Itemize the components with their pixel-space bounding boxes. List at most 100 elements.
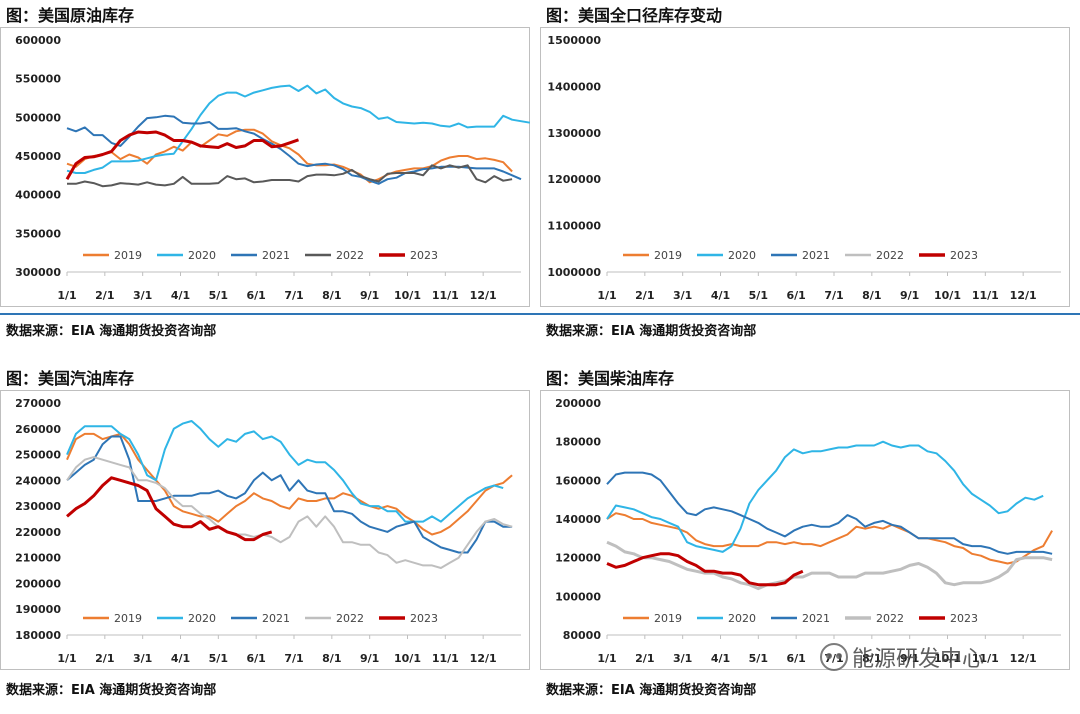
series-line-2022 xyxy=(67,164,513,188)
legend-label-2023: 2023 xyxy=(410,612,438,625)
y-tick-label: 180000 xyxy=(15,629,61,642)
series-line-2021 xyxy=(606,471,1053,555)
x-tick-label: 10/1 xyxy=(934,652,961,665)
chart-title: 图：美国全口径库存变动 xyxy=(546,6,723,25)
x-tick-label: 10/1 xyxy=(934,289,961,302)
series-line-2020 xyxy=(66,84,531,174)
x-tick-label: 3/1 xyxy=(133,652,152,665)
chart-area: 80000 100000 120000 140000 160000 180000 20000… xyxy=(540,390,1070,670)
x-tick-label: 8/1 xyxy=(322,652,341,665)
x-tick-label: 6/1 xyxy=(787,652,806,665)
x-tick-label: 4/1 xyxy=(711,652,730,665)
line-chart: 300000 350000 400000 450000 500000 550000 6000… xyxy=(15,34,531,302)
watermark-text: 能源研发中心 xyxy=(852,647,985,672)
separator-line xyxy=(0,313,540,315)
y-tick-label: 1100000 xyxy=(547,220,601,233)
y-tick-label: 550000 xyxy=(15,73,61,86)
x-tick-label: 12/1 xyxy=(1010,652,1037,665)
data-source: 数据来源：EIA 海通期货投资咨询部 xyxy=(6,683,217,698)
series-line-2023 xyxy=(606,552,804,587)
legend-label-2021: 2021 xyxy=(262,612,290,625)
legend-label-2021: 2021 xyxy=(802,249,830,262)
series-line-2023 xyxy=(65,130,299,180)
x-tick-label: 12/1 xyxy=(1010,289,1037,302)
legend-label-2020: 2020 xyxy=(728,249,756,262)
legend-label-2023: 2023 xyxy=(950,612,978,625)
x-tick-label: 1/1 xyxy=(597,289,616,302)
x-tick-label: 4/1 xyxy=(171,289,190,302)
x-tick-label: 12/1 xyxy=(470,652,497,665)
x-tick-label: 7/1 xyxy=(824,289,843,302)
x-tick-label: 6/1 xyxy=(247,652,266,665)
series-line-2020 xyxy=(66,420,504,523)
legend-label-2023: 2023 xyxy=(950,249,978,262)
series-line-2021 xyxy=(66,435,513,554)
x-tick-label: 12/1 xyxy=(470,289,497,302)
y-tick-label: 160000 xyxy=(555,474,601,487)
data-source: 数据来源：EIA 海通期货投资咨询部 xyxy=(546,324,757,339)
x-tick-label: 5/1 xyxy=(749,289,768,302)
panel-diesel-inventory: 图：美国柴油库存 80000 100000 120000 140000 160000 18… xyxy=(540,363,1080,714)
legend-label-2021: 2021 xyxy=(262,249,290,262)
panel-crude-inventory: 图：美国原油库存 300000 350000 400000 450000 500000 5… xyxy=(0,0,540,351)
x-tick-label: 3/1 xyxy=(133,289,152,302)
line-chart: 1000000 1100000 1200000 1300000 1400000 15000… xyxy=(547,34,1061,302)
chart-area: 1000000 1100000 1200000 1300000 1400000 15000… xyxy=(540,27,1070,307)
legend-label-2019: 2019 xyxy=(654,612,682,625)
x-tick-label: 1/1 xyxy=(597,652,616,665)
wechat-icon xyxy=(820,643,848,671)
x-tick-label: 6/1 xyxy=(247,289,266,302)
y-tick-label: 400000 xyxy=(15,189,61,202)
x-tick-label: 10/1 xyxy=(394,652,421,665)
y-tick-label: 1500000 xyxy=(547,34,601,47)
x-tick-label: 7/1 xyxy=(284,652,303,665)
legend-label-2020: 2020 xyxy=(728,612,756,625)
x-tick-label: 9/1 xyxy=(900,289,919,302)
y-tick-label: 210000 xyxy=(15,552,61,565)
legend-label-2022: 2022 xyxy=(336,612,364,625)
x-tick-label: 8/1 xyxy=(862,289,881,302)
x-tick-label: 10/1 xyxy=(394,289,421,302)
legend-label-2019: 2019 xyxy=(654,249,682,262)
x-tick-label: 4/1 xyxy=(711,289,730,302)
x-tick-label: 6/1 xyxy=(787,289,806,302)
y-tick-label: 600000 xyxy=(15,34,61,47)
watermark: 能源研发中心 xyxy=(820,640,984,674)
x-tick-label: 5/1 xyxy=(749,652,768,665)
y-tick-label: 240000 xyxy=(15,474,61,487)
y-tick-label: 80000 xyxy=(563,629,602,642)
y-tick-label: 200000 xyxy=(15,577,61,590)
x-tick-label: 3/1 xyxy=(673,289,692,302)
legend-label-2022: 2022 xyxy=(876,612,904,625)
line-chart: 80000 100000 120000 140000 160000 180000 20000… xyxy=(555,397,1061,665)
x-tick-label: 9/1 xyxy=(360,652,379,665)
y-tick-label: 1200000 xyxy=(547,173,601,186)
legend-label-2022: 2022 xyxy=(336,249,364,262)
legend-label-2022: 2022 xyxy=(876,249,904,262)
legend-label-2023: 2023 xyxy=(410,249,438,262)
data-source: 数据来源：EIA 海通期货投资咨询部 xyxy=(546,683,757,698)
chart-title: 图：美国汽油库存 xyxy=(6,369,135,388)
x-tick-label: 11/1 xyxy=(432,652,459,665)
y-tick-label: 260000 xyxy=(15,423,61,436)
x-tick-label: 7/1 xyxy=(284,289,303,302)
x-tick-label: 3/1 xyxy=(673,652,692,665)
legend-label-2021: 2021 xyxy=(802,612,830,625)
legend-label-2019: 2019 xyxy=(114,249,142,262)
y-tick-label: 1400000 xyxy=(547,80,601,93)
x-tick-label: 11/1 xyxy=(432,289,459,302)
y-tick-label: 450000 xyxy=(15,150,61,163)
x-tick-label: 2/1 xyxy=(635,652,654,665)
x-tick-label: 2/1 xyxy=(635,289,654,302)
legend-label-2020: 2020 xyxy=(188,612,216,625)
x-tick-label: 8/1 xyxy=(322,289,341,302)
legend-label-2019: 2019 xyxy=(114,612,142,625)
x-tick-label: 9/1 xyxy=(900,652,919,665)
y-tick-label: 250000 xyxy=(15,449,61,462)
x-tick-label: 8/1 xyxy=(862,652,881,665)
y-tick-label: 140000 xyxy=(555,513,601,526)
y-tick-label: 350000 xyxy=(15,227,61,240)
x-tick-label: 5/1 xyxy=(209,289,228,302)
x-tick-label: 11/1 xyxy=(972,289,999,302)
y-tick-label: 230000 xyxy=(15,500,61,513)
